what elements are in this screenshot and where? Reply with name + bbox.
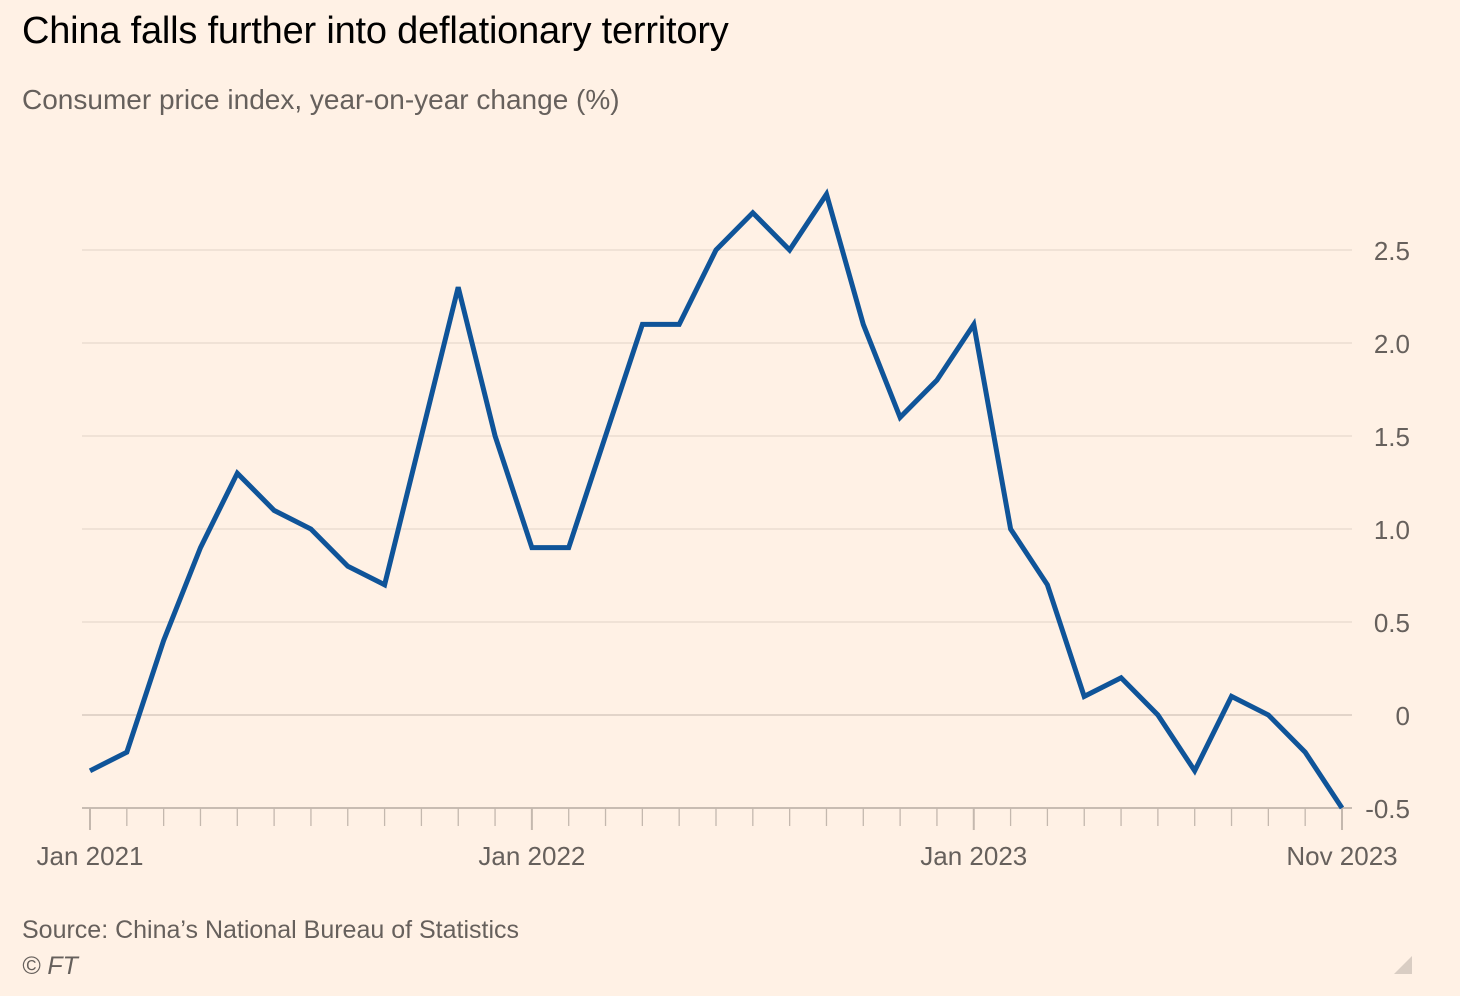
y-tick-label: 2.0 xyxy=(1374,329,1410,359)
x-tick-label: Nov 2023 xyxy=(1286,841,1397,871)
y-tick-label: 1.0 xyxy=(1374,515,1410,545)
x-tick-label: Jan 2023 xyxy=(920,841,1027,871)
ft-credit: © FT xyxy=(22,952,78,980)
chart-title: China falls further into deflationary te… xyxy=(22,10,729,52)
y-axis-tick-labels: -0.5 0 0.5 1.0 1.5 2.0 2.5 xyxy=(1365,236,1410,824)
cpi-series-line xyxy=(88,188,1345,810)
resize-corner-icon xyxy=(1394,956,1412,974)
y-tick-label: 0.5 xyxy=(1374,608,1410,638)
line-chart: -0.500.51.01.52.02.5 Jan 2021 Jan 2022 Jan… xyxy=(37,188,1410,871)
y-tick-label: 1.5 xyxy=(1374,422,1410,452)
chart-subtitle: Consumer price index, year-on-year chang… xyxy=(22,84,620,115)
x-tick-label: Jan 2021 xyxy=(37,841,144,871)
y-tick-label: 2.5 xyxy=(1374,236,1410,266)
y-tick-label: -0.5 xyxy=(1365,794,1410,824)
source-note: Source: China’s National Bureau of Stati… xyxy=(22,916,520,944)
x-axis: Jan 2021 Jan 2022 Jan 2023 Nov 2023 xyxy=(37,807,1398,871)
series-layer xyxy=(88,188,1345,810)
x-tick-label: Jan 2022 xyxy=(478,841,585,871)
y-tick-label: 0 xyxy=(1396,701,1410,731)
